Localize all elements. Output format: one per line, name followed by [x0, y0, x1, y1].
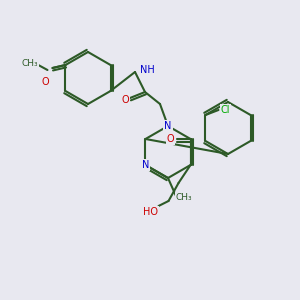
Text: CH₃: CH₃	[21, 59, 38, 68]
Text: HO: HO	[143, 207, 158, 217]
Text: N: N	[142, 160, 149, 170]
Text: N: N	[164, 121, 172, 131]
Text: O: O	[42, 77, 49, 87]
Text: O: O	[121, 95, 129, 105]
Text: NH: NH	[140, 65, 154, 75]
Text: CH₃: CH₃	[176, 194, 192, 202]
Text: Cl: Cl	[221, 105, 230, 115]
Text: O: O	[167, 134, 174, 144]
